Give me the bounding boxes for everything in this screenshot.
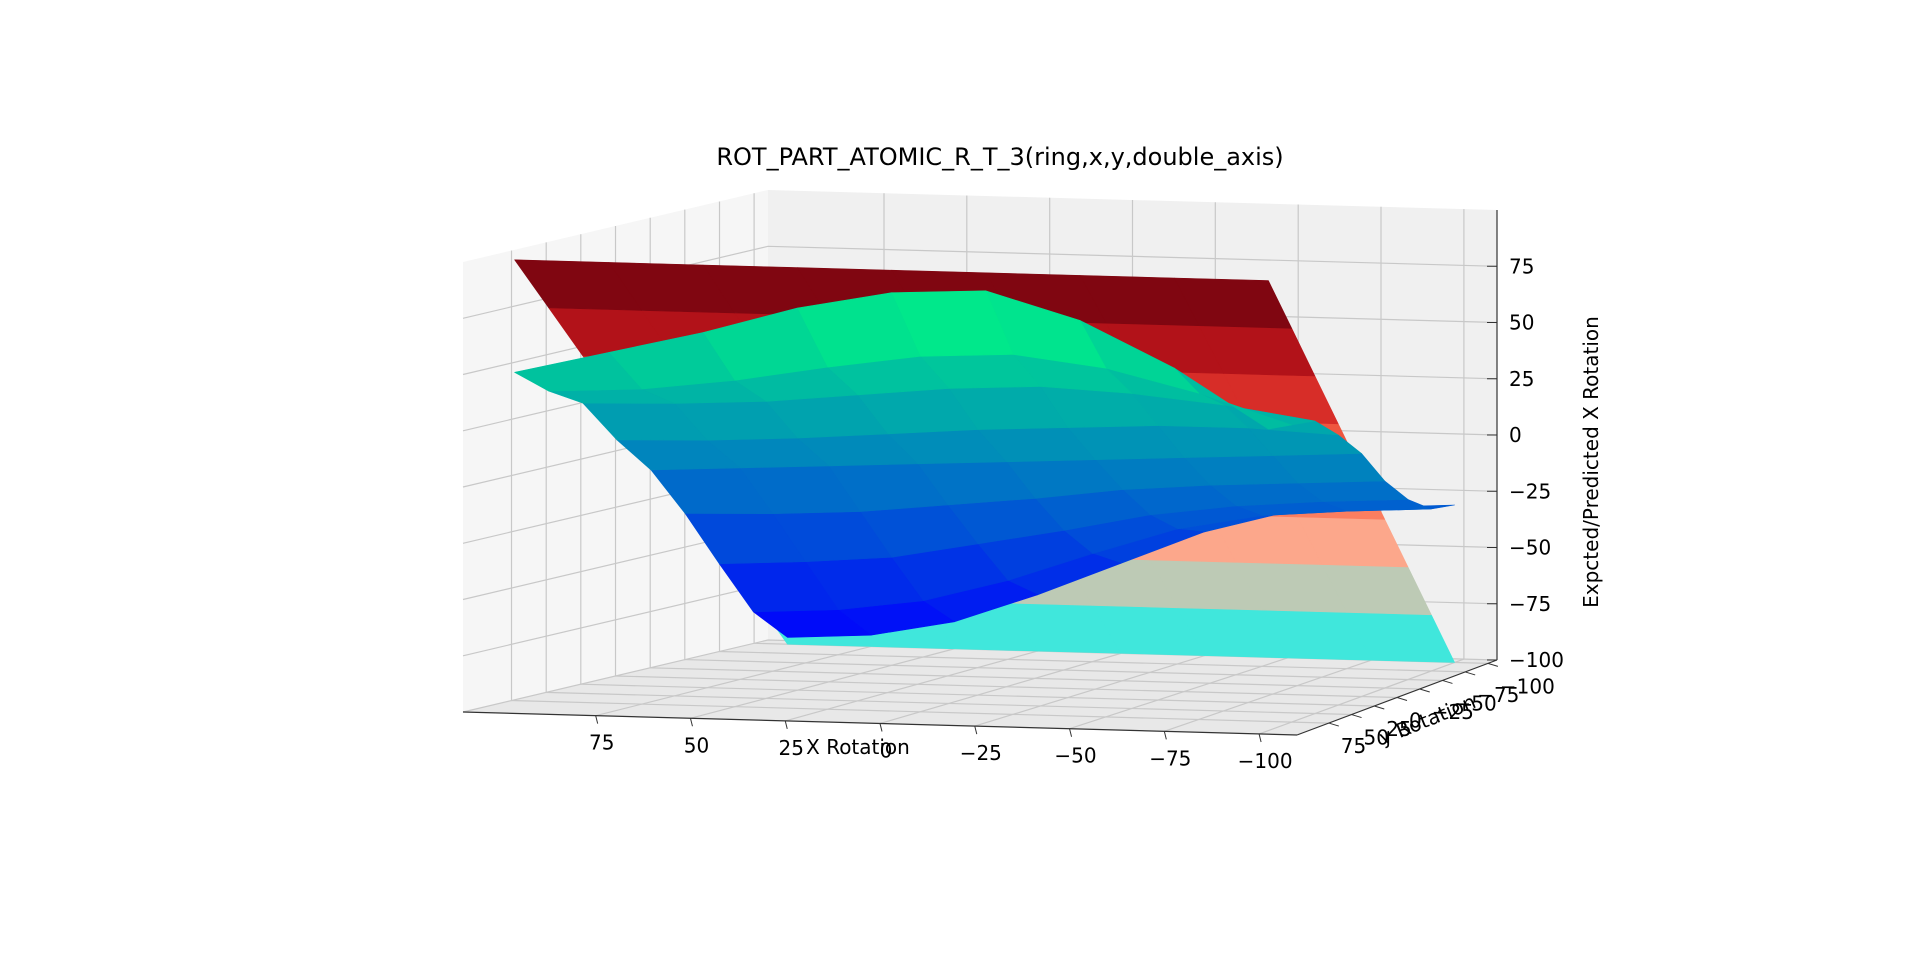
y-tick-mark <box>1351 714 1362 719</box>
y-tick-label: −75 <box>1477 683 1519 707</box>
z-tick-label: −100 <box>1509 648 1564 672</box>
y-tick-label: 50 <box>1364 726 1389 750</box>
y-tick-mark <box>1328 722 1339 727</box>
surfaces <box>514 259 1455 663</box>
z-tick-label: 75 <box>1509 254 1534 278</box>
x-tick-label: −75 <box>1149 746 1191 770</box>
y-tick-label: −100 <box>1500 674 1555 698</box>
x-tick-mark <box>1258 733 1262 743</box>
z-tick-label: −50 <box>1509 536 1551 560</box>
predicted-face <box>514 352 642 392</box>
z-tick-label: −75 <box>1509 592 1551 616</box>
y-tick-mark <box>1396 697 1408 701</box>
x-tick-label: −50 <box>1054 744 1096 768</box>
z-axis-label: Expcted/Predicted X Rotation <box>1579 316 1603 608</box>
axis-lines <box>462 210 1499 743</box>
y-tick-mark <box>1374 705 1385 710</box>
y-tick-mark <box>1442 679 1453 684</box>
x-tick-mark <box>784 720 788 730</box>
y-tick-mark <box>1465 671 1476 676</box>
z-tick-label: −25 <box>1509 479 1551 503</box>
z-tick-label: 0 <box>1509 423 1522 447</box>
y-tick-label: 0 <box>1409 709 1422 733</box>
y-tick-label: −50 <box>1455 692 1497 716</box>
z-tick-label: 25 <box>1509 367 1534 391</box>
x-tick-label: 50 <box>684 733 709 757</box>
x-tick-mark <box>879 723 883 732</box>
x-tick-mark <box>974 725 978 735</box>
y-tick-mark <box>1419 688 1430 693</box>
x-tick-mark <box>1163 731 1167 740</box>
x-tick-label: 0 <box>880 739 893 763</box>
x-tick-label: 25 <box>778 736 803 760</box>
x-axis-label: X Rotation <box>806 735 910 759</box>
z-tick-label: 50 <box>1509 311 1534 335</box>
y-tick-label: −25 <box>1432 700 1474 724</box>
x-tick-mark <box>1069 728 1073 737</box>
x-tick-mark <box>595 715 599 724</box>
x-tick-mark <box>689 718 693 727</box>
y-tick-label: 75 <box>1341 734 1366 758</box>
y-tick-mark <box>1487 662 1499 667</box>
y-tick-label: 25 <box>1386 717 1411 741</box>
x-tick-label: −25 <box>960 741 1002 765</box>
expected-face <box>514 259 642 311</box>
x-tick-label: 75 <box>589 731 614 755</box>
predicted-surface <box>514 290 1455 638</box>
x-tick-label: −100 <box>1238 749 1293 773</box>
chart-title: ROT_PART_ATOMIC_R_T_3(ring,x,y,double_ax… <box>716 143 1283 171</box>
